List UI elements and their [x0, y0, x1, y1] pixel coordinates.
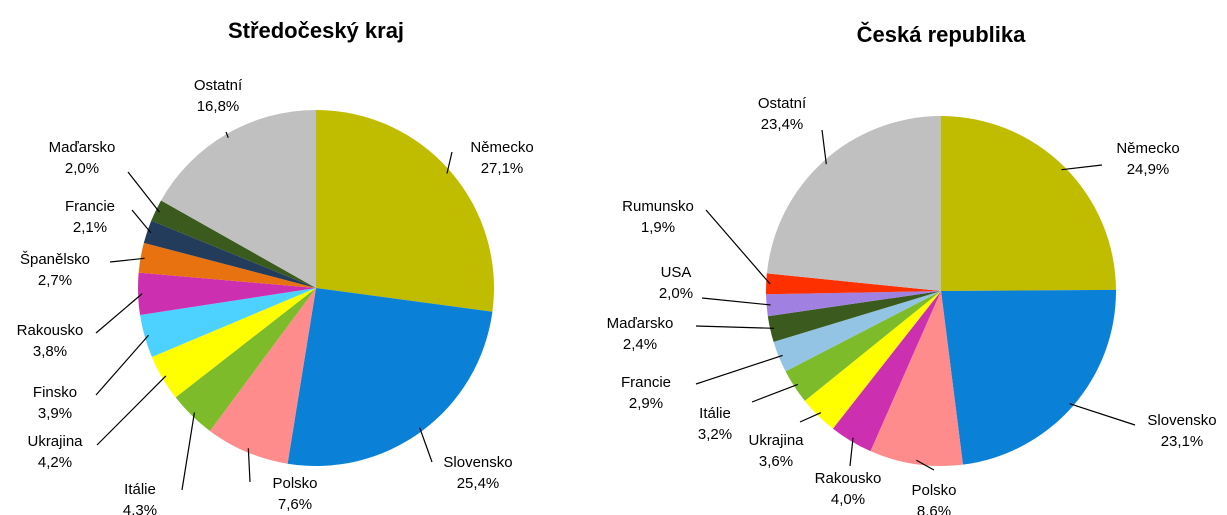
slice-name: Rakousko — [17, 322, 84, 339]
slice-name: USA — [661, 264, 692, 281]
leader-line — [1069, 403, 1136, 426]
pie-slice — [209, 288, 316, 464]
slice-value-label: 23,1% — [1161, 433, 1204, 450]
leader-line — [127, 171, 160, 213]
pie-slice — [766, 291, 941, 317]
leader-line — [181, 412, 196, 491]
slice-value-label: 2,9% — [629, 395, 663, 412]
leader-line — [799, 412, 822, 423]
slice-value-label: 23,4% — [761, 116, 804, 133]
slice-name: Polsko — [272, 475, 317, 492]
pie-slice — [175, 288, 316, 431]
slice-name: Ostatní — [194, 77, 243, 94]
slice-name: Ukrajina — [748, 432, 804, 449]
leader-line — [109, 257, 145, 263]
slice-name: Itálie — [124, 481, 156, 498]
slice-value-label: 2,0% — [65, 160, 99, 177]
leader-line — [95, 293, 143, 334]
pie-slice — [143, 220, 316, 288]
pie-slice — [785, 291, 941, 401]
slice-value-label: 2,1% — [73, 219, 107, 236]
slice-name: Ukrajina — [27, 433, 83, 450]
pie-slice — [161, 110, 316, 288]
slice-value-label: 2,4% — [623, 336, 657, 353]
leader-line — [225, 131, 229, 138]
pie-slice — [316, 110, 495, 312]
leader-line — [695, 354, 783, 385]
slice-name: Slovensko — [443, 454, 512, 471]
pie-slice — [287, 288, 493, 466]
slice-value-label: 25,4% — [457, 475, 500, 492]
pie-slice — [773, 291, 941, 372]
slice-value-label: 4,3% — [123, 502, 157, 515]
slice-name: Francie — [621, 374, 671, 391]
slice-name: Rumunsko — [622, 198, 694, 215]
slice-name: Německo — [470, 139, 533, 156]
slice-value-label: 3,6% — [759, 453, 793, 470]
pie-slice — [870, 291, 963, 466]
chart-title: Středočeský kraj — [228, 18, 404, 43]
pie-slice — [767, 291, 941, 342]
slice-name: Maďarsko — [49, 139, 116, 156]
slice-name: Rakousko — [815, 470, 882, 487]
leader-line — [751, 383, 798, 403]
chart-title: Česká republika — [857, 22, 1027, 47]
leader-line — [247, 448, 251, 483]
pie-slice — [804, 291, 941, 429]
leader-line — [96, 375, 167, 446]
leader-line — [916, 459, 935, 471]
leader-line — [821, 129, 827, 165]
slice-value-label: 3,2% — [698, 426, 732, 443]
slice-name: Slovensko — [1147, 412, 1216, 429]
slice-name: Ostatní — [758, 95, 807, 112]
pie-slice — [140, 288, 316, 357]
slice-name: Německo — [1116, 140, 1179, 157]
pie-slice — [138, 272, 316, 316]
pie-slice — [766, 115, 941, 291]
pie-slice — [138, 242, 316, 288]
slice-name: Itálie — [699, 405, 731, 422]
pie-slice — [941, 116, 1116, 291]
leader-line — [1061, 164, 1103, 171]
leader-line — [446, 151, 453, 174]
slice-name: Francie — [65, 198, 115, 215]
slice-name: Finsko — [33, 384, 77, 401]
leader-line — [701, 297, 771, 306]
slice-value-label: 1,9% — [641, 219, 675, 236]
pie-slice — [832, 291, 941, 452]
pie-slice — [151, 288, 316, 398]
slice-value-label: 27,1% — [481, 160, 524, 177]
slice-value-label: 24,9% — [1127, 161, 1170, 178]
slice-value-label: 8,6% — [917, 503, 951, 515]
slice-name: Maďarsko — [607, 315, 674, 332]
leader-line — [695, 325, 775, 329]
leader-line — [419, 427, 433, 463]
slice-value-label: 4,2% — [38, 454, 72, 471]
slice-value-label: 4,0% — [831, 491, 865, 508]
leader-line — [705, 209, 771, 285]
slice-value-label: 3,9% — [38, 405, 72, 422]
pie-slice — [151, 200, 316, 288]
pie-slice — [765, 273, 941, 295]
slice-value-label: 2,7% — [38, 272, 72, 289]
leader-line — [95, 334, 149, 396]
slice-value-label: 7,6% — [278, 496, 312, 513]
slice-value-label: 2,0% — [659, 285, 693, 302]
slice-value-label: 16,8% — [197, 98, 240, 115]
leader-line — [131, 209, 152, 234]
slice-name: Španělsko — [20, 251, 90, 268]
slice-name: Polsko — [911, 482, 956, 499]
leader-line — [849, 437, 854, 467]
slice-value-label: 3,8% — [33, 343, 67, 360]
pie-slice — [941, 289, 1116, 465]
